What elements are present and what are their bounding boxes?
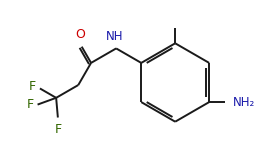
Text: NH: NH [106, 30, 123, 43]
Text: F: F [27, 98, 34, 111]
Text: NH₂: NH₂ [233, 96, 255, 109]
Text: O: O [75, 28, 85, 41]
Text: F: F [29, 80, 36, 93]
Text: F: F [55, 123, 62, 136]
